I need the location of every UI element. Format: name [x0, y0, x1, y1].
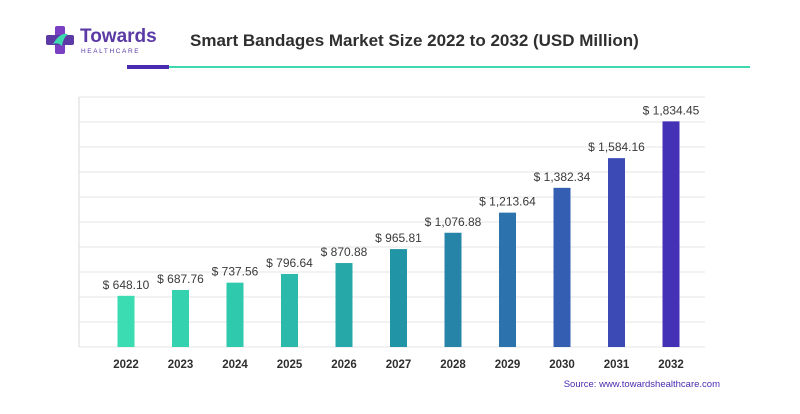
value-label: $ 1,076.88: [425, 215, 482, 229]
bar: [499, 212, 516, 347]
bar: [117, 295, 135, 347]
x-tick-label: 2030: [549, 359, 575, 371]
medical-cross-icon: [46, 26, 74, 54]
header: Towards HEALTHCARE Smart Bandages Market…: [0, 0, 800, 75]
bar: [281, 273, 298, 347]
bar: [390, 249, 407, 347]
chart-value-labels: $ 648.10 $ 687.76 $ 737.56 $ 796.64 $ 870.88…: [103, 103, 700, 291]
chart-x-ticks: 2022 2023 2024 2025 2026 2027 2028 2029 2030 2031…: [113, 359, 684, 371]
x-tick-label: 2023: [168, 359, 194, 371]
header-divider: [127, 66, 750, 68]
brand-subname: HEALTHCARE: [81, 48, 141, 55]
value-label: $ 1,584.16: [588, 140, 645, 154]
chart-bars: [117, 121, 680, 348]
bar: [553, 187, 571, 347]
bar: [172, 289, 189, 347]
chart-title: Smart Bandages Market Size 2022 to 2032 …: [190, 31, 639, 50]
value-label: $ 687.76: [157, 272, 204, 286]
x-tick-label: 2027: [386, 359, 412, 371]
value-label: $ 870.88: [321, 245, 368, 259]
header-divider-accent: [127, 65, 169, 69]
value-label: $ 1,213.64: [479, 195, 536, 209]
value-label: $ 737.56: [212, 265, 259, 279]
source-note: Source: www.towardshealthcare.com: [563, 379, 720, 390]
bar-chart: $ 648.10 $ 687.76 $ 737.56 $ 796.64 $ 870.88…: [78, 96, 705, 371]
bar: [662, 121, 680, 348]
x-tick-label: 2025: [277, 359, 303, 371]
bar: [226, 282, 244, 347]
value-label: $ 1,382.34: [534, 170, 591, 184]
x-tick-label: 2029: [495, 359, 521, 371]
x-tick-label: 2028: [440, 359, 466, 371]
value-label: $ 796.64: [266, 256, 313, 270]
value-label: $ 648.10: [103, 278, 150, 292]
value-label: $ 965.81: [375, 231, 422, 245]
x-tick-label: 2026: [331, 359, 357, 371]
x-tick-label: 2024: [222, 359, 248, 371]
value-label: $ 1,834.45: [643, 103, 700, 117]
brand-name: Towards: [80, 26, 157, 47]
bar: [444, 232, 462, 347]
x-tick-label: 2022: [113, 359, 139, 371]
x-tick-label: 2031: [604, 359, 630, 371]
bar: [608, 158, 625, 347]
bar: [335, 263, 353, 347]
x-tick-label: 2032: [658, 359, 684, 371]
